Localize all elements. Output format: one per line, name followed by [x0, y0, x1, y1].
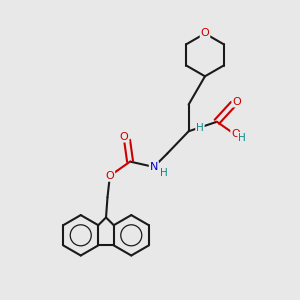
Text: H: H — [196, 123, 204, 133]
Text: O: O — [106, 171, 114, 181]
Text: H: H — [238, 133, 246, 143]
Text: N: N — [150, 162, 158, 172]
Text: O: O — [232, 97, 241, 106]
Text: O: O — [231, 129, 240, 139]
Text: O: O — [201, 28, 209, 38]
Text: H: H — [160, 169, 168, 178]
Text: O: O — [120, 132, 128, 142]
